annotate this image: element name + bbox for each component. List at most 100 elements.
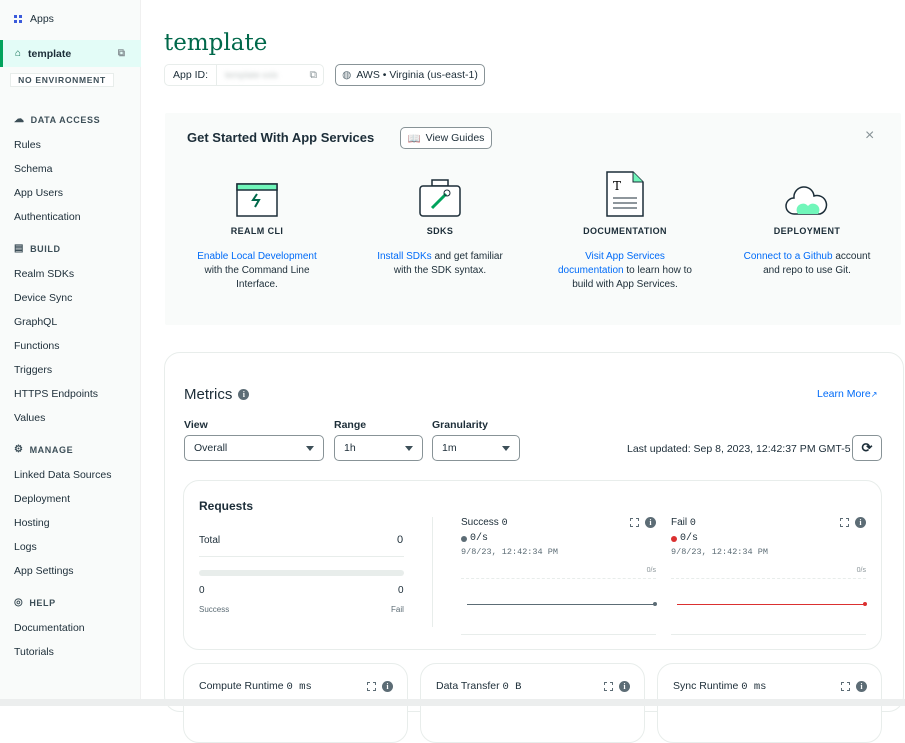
- get-started-link[interactable]: Connect to a Github: [743, 251, 833, 262]
- globe-icon: ◍: [342, 69, 352, 81]
- page-title: template: [164, 30, 268, 56]
- sidebar-item-functions[interactable]: Functions: [14, 340, 60, 352]
- chevron-down-icon: [405, 445, 413, 451]
- section-build: ▤ BUILD: [14, 243, 61, 254]
- success-fail-bar: [199, 570, 404, 576]
- success-chart: Success 0 i 0/s 9/8/23, 12:42:34 PM 0/s: [461, 517, 657, 637]
- book-icon: 📖: [407, 132, 421, 145]
- sidebar-item-documentation[interactable]: Documentation: [14, 622, 85, 634]
- info-icon[interactable]: i: [856, 681, 867, 692]
- view-guides-button[interactable]: 📖 View Guides: [400, 127, 492, 149]
- expand-icon[interactable]: [604, 682, 613, 691]
- legend-dot: [461, 535, 467, 542]
- cloud-icon: [717, 168, 897, 218]
- total-label: Total: [199, 535, 221, 546]
- get-started-link[interactable]: Enable Local Development: [197, 251, 317, 262]
- series-point: [653, 602, 657, 606]
- total-value: 0: [397, 534, 404, 546]
- requests-title: Requests: [199, 499, 254, 513]
- apps-link[interactable]: Apps: [14, 13, 54, 25]
- sidebar-item-rules[interactable]: Rules: [14, 139, 41, 151]
- sidebar-item-app-users[interactable]: App Users: [14, 187, 64, 199]
- metrics-title: Metrics: [184, 386, 233, 403]
- sidebar-item-schema[interactable]: Schema: [14, 163, 53, 175]
- learn-more-link[interactable]: Learn More↗: [817, 388, 878, 400]
- view-select[interactable]: Overall: [184, 435, 324, 461]
- section-help: ◎ HELP: [14, 597, 56, 608]
- copy-icon[interactable]: ⧉: [309, 68, 318, 81]
- view-label: View: [184, 419, 208, 431]
- terminal-icon: [167, 168, 347, 218]
- sidebar: Apps ⌂ template ⧉ NO ENVIRONMENT ☁ DATA A…: [0, 0, 141, 706]
- expand-icon[interactable]: [367, 682, 376, 691]
- expand-icon[interactable]: [840, 518, 849, 527]
- get-started-deployment: DEPLOYMENT Connect to a Github account a…: [717, 168, 897, 278]
- refresh-icon: ⟳: [861, 440, 873, 455]
- info-icon[interactable]: i: [238, 389, 250, 400]
- document-icon: T: [535, 168, 715, 218]
- manage-icon: ⚙: [14, 444, 24, 455]
- sidebar-item-authentication[interactable]: Authentication: [14, 211, 81, 223]
- info-icon[interactable]: i: [855, 517, 866, 528]
- sidebar-item-deployment[interactable]: Deployment: [14, 493, 71, 505]
- info-icon[interactable]: i: [382, 681, 393, 692]
- section-manage: ⚙ MANAGE: [14, 444, 74, 455]
- external-link-icon: ↗: [870, 390, 878, 399]
- sidebar-item-logs[interactable]: Logs: [14, 541, 37, 553]
- sidebar-item-linked-data-sources[interactable]: Linked Data Sources: [14, 469, 112, 481]
- section-data-access: ☁ DATA ACCESS: [14, 114, 101, 125]
- sidebar-item-app[interactable]: ⌂ template ⧉: [0, 40, 141, 67]
- home-icon: ⌂: [15, 48, 22, 59]
- granularity-label: Granularity: [432, 419, 489, 431]
- app-id-field: App ID: template-xxlx ⧉: [164, 64, 324, 86]
- series-line: [467, 604, 655, 605]
- sidebar-item-tutorials[interactable]: Tutorials: [14, 646, 54, 658]
- get-started-link[interactable]: Install SDKs: [377, 251, 432, 262]
- sidebar-item-https-endpoints[interactable]: HTTPS Endpoints: [14, 388, 99, 400]
- range-label: Range: [334, 419, 367, 431]
- fail-chart: Fail 0 i 0/s 9/8/23, 12:42:34 PM 0/s: [671, 517, 867, 637]
- chevron-down-icon: [306, 445, 314, 451]
- sidebar-item-triggers[interactable]: Triggers: [14, 364, 53, 376]
- refresh-button[interactable]: ⟳: [852, 435, 882, 461]
- region-button[interactable]: ◍ AWS • Virginia (us-east-1): [335, 64, 485, 86]
- sdk-wrench-icon: [350, 168, 530, 218]
- get-started-sdks: SDKS Install SDKs and get familiar with …: [350, 168, 530, 278]
- sidebar-item-realm-sdks[interactable]: Realm SDKs: [14, 268, 75, 280]
- fail-label: Fail: [391, 605, 404, 614]
- cloud-icon: ☁: [14, 114, 25, 125]
- sidebar-item-values[interactable]: Values: [14, 412, 46, 424]
- expand-icon[interactable]: [630, 518, 639, 527]
- help-icon: ◎: [14, 597, 24, 608]
- get-started-title: Get Started With App Services: [187, 130, 375, 145]
- get-started-documentation: T DOCUMENTATION Visit App Services docum…: [535, 168, 715, 292]
- granularity-select[interactable]: 1m: [432, 435, 520, 461]
- fail-value: 0: [398, 585, 404, 596]
- requests-card: Requests Total 0 0 0 Success Fail Succes…: [183, 480, 882, 650]
- success-label: Success: [199, 605, 230, 614]
- expand-icon[interactable]: [841, 682, 850, 691]
- info-icon[interactable]: i: [645, 517, 656, 528]
- range-select[interactable]: 1h: [334, 435, 423, 461]
- get-started-realm-cli: REALM CLI Enable Local Development with …: [167, 168, 347, 292]
- apps-grid-icon: [14, 15, 22, 23]
- series-point: [863, 602, 867, 606]
- metrics-card: Metrics i Learn More↗ View Overall Range …: [164, 352, 904, 743]
- get-started-panel: Get Started With App Services 📖 View Guid…: [165, 113, 901, 325]
- get-started-link[interactable]: Visit App Services documentation: [558, 251, 665, 276]
- build-icon: ▤: [14, 243, 25, 254]
- svg-text:T: T: [613, 179, 621, 193]
- sidebar-item-hosting[interactable]: Hosting: [14, 517, 50, 529]
- chevron-down-icon: [502, 445, 510, 451]
- close-icon[interactable]: ×: [865, 127, 875, 144]
- sidebar-item-device-sync[interactable]: Device Sync: [14, 292, 73, 304]
- sidebar-item-app-settings[interactable]: App Settings: [14, 565, 74, 577]
- info-icon[interactable]: i: [619, 681, 630, 692]
- horizontal-scrollbar[interactable]: [0, 699, 905, 706]
- environment-badge: NO ENVIRONMENT: [10, 73, 114, 87]
- last-updated: Last updated: Sep 8, 2023, 12:42:37 PM G…: [627, 443, 851, 455]
- sidebar-item-graphql[interactable]: GraphQL: [14, 316, 58, 328]
- success-value: 0: [199, 585, 205, 596]
- series-line: [677, 604, 865, 605]
- copy-icon[interactable]: ⧉: [117, 48, 125, 59]
